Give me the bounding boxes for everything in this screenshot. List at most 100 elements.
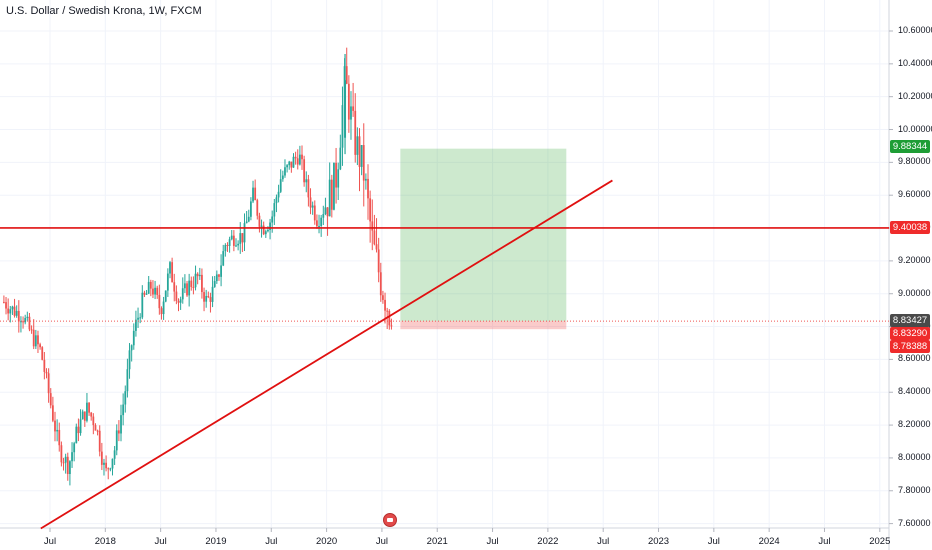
candle-body <box>111 458 114 469</box>
candle-body <box>145 293 148 295</box>
candle-body <box>296 158 299 165</box>
candle-body <box>367 178 369 199</box>
candle-body <box>286 165 289 168</box>
price-axis-label: 10.20000 <box>898 90 932 101</box>
time-axis-label: 2021 <box>426 536 448 547</box>
us-flag-icon[interactable] <box>383 513 397 527</box>
price-axis-label: 7.60000 <box>898 517 931 528</box>
candle-body <box>194 273 197 288</box>
candle-body <box>81 411 84 420</box>
candle-body <box>320 217 323 226</box>
candle-body <box>294 156 297 159</box>
candle-body <box>316 220 318 227</box>
candle-body <box>69 461 71 475</box>
candle-body <box>98 430 101 452</box>
candle-body <box>254 187 257 201</box>
candle-body <box>324 207 327 215</box>
candle-body <box>175 291 178 301</box>
candle-body <box>11 306 14 310</box>
candle-body <box>275 197 278 204</box>
candle-body <box>311 205 314 208</box>
candle-body <box>62 462 65 464</box>
candle-body <box>94 425 97 431</box>
candle-body <box>211 286 214 302</box>
candle-body <box>73 443 76 453</box>
price-axis-label: 8.00000 <box>898 451 931 462</box>
candle-body <box>156 287 159 295</box>
candle-body <box>264 231 267 235</box>
candle-body <box>271 216 274 223</box>
trendline[interactable] <box>40 179 613 530</box>
candle-body <box>224 244 227 252</box>
candle-body <box>377 249 380 273</box>
candle-body <box>45 371 48 374</box>
candle-body <box>203 292 205 302</box>
price-axis-label: 9.00000 <box>898 287 931 298</box>
candle-body <box>186 283 188 296</box>
candle-body <box>66 456 69 475</box>
candle-body <box>330 179 333 210</box>
candle-body <box>64 456 67 463</box>
price-badge: 9.40038 <box>890 221 930 234</box>
candle-body <box>256 200 259 216</box>
candle-body <box>28 316 31 330</box>
candle-body <box>117 430 120 434</box>
candle-body <box>37 335 39 345</box>
candle-body <box>364 178 367 181</box>
candle-body <box>247 216 250 222</box>
candle-body <box>143 292 146 295</box>
candle-body <box>339 147 342 170</box>
time-axis-label: 2023 <box>647 536 670 547</box>
candle-body <box>90 412 93 417</box>
candle-body <box>113 450 116 459</box>
candle-body <box>130 345 133 351</box>
time-axis-label: Jul <box>707 536 720 547</box>
time-axis-label: Jul <box>818 536 831 547</box>
candle-body <box>258 215 261 227</box>
candle-body <box>230 235 233 240</box>
candle-body <box>162 301 165 315</box>
candle-body <box>96 430 99 432</box>
candle-body <box>273 203 276 217</box>
candle-body <box>281 175 284 180</box>
candle-body <box>344 80 347 138</box>
candle-body <box>77 426 80 434</box>
candle-body <box>183 283 186 289</box>
time-axis-label: Jul <box>265 536 278 547</box>
candle-body <box>382 295 384 300</box>
candle-body <box>188 280 191 296</box>
time-axis-label: Jul <box>375 536 388 547</box>
candle-body <box>128 350 131 370</box>
candle-body <box>13 306 16 316</box>
time-axis-label: 2019 <box>205 536 227 547</box>
candle-body <box>333 162 335 210</box>
time-axis-label: 2020 <box>316 536 338 547</box>
candle-body <box>122 404 125 416</box>
time-axis-label: Jul <box>597 536 610 547</box>
candle-body <box>190 280 193 287</box>
candle-body <box>207 295 210 298</box>
candle-body <box>192 286 195 288</box>
candle-body <box>369 198 372 222</box>
candle-body <box>318 225 320 227</box>
candle-body <box>347 83 350 120</box>
candle-body <box>115 430 118 451</box>
candle-body <box>362 145 365 181</box>
candle-body <box>22 321 24 323</box>
candle-body <box>141 292 144 318</box>
candle-body <box>103 462 105 465</box>
candle-body <box>218 274 220 277</box>
candle-body <box>335 162 337 188</box>
candle-body <box>83 411 86 421</box>
candle-body <box>9 309 12 314</box>
candle-body <box>60 445 63 463</box>
candle-body <box>7 308 10 314</box>
candle-body <box>120 415 122 434</box>
position-stop-zone[interactable] <box>400 321 567 330</box>
candle-body <box>56 429 59 432</box>
candle-body <box>15 310 18 316</box>
price-axis-label: 9.80000 <box>898 156 931 167</box>
price-axis-label: 8.60000 <box>898 353 931 364</box>
candle-body <box>288 161 291 166</box>
